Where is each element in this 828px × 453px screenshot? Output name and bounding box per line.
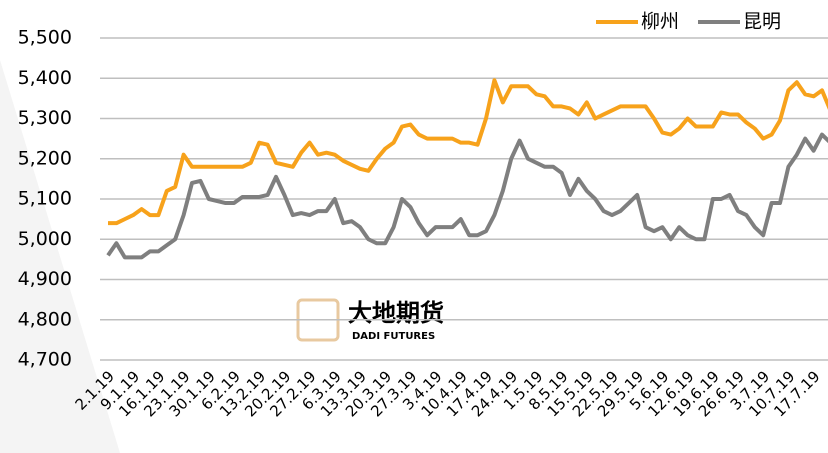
y-tick-label: 4,800: [18, 308, 72, 330]
series-line: [108, 78, 828, 226]
background-shape: [0, 60, 120, 453]
series-line: [106, 132, 828, 260]
watermark-text: 大地期货: [348, 299, 444, 327]
legend-label: 柳州: [641, 11, 679, 33]
y-tick-label: 5,000: [18, 228, 72, 250]
y-tick-label: 5,400: [18, 67, 72, 89]
y-tick-label: 4,700: [18, 349, 72, 371]
y-tick-label: 5,300: [18, 107, 72, 129]
y-tick-label: 4,900: [18, 268, 72, 290]
y-tick-label: 5,500: [18, 27, 72, 49]
y-tick-label: 5,100: [18, 188, 72, 210]
watermark-sub: DADI FUTURES: [352, 331, 435, 342]
legend-label: 昆明: [743, 11, 781, 33]
y-tick-label: 5,200: [18, 147, 72, 169]
